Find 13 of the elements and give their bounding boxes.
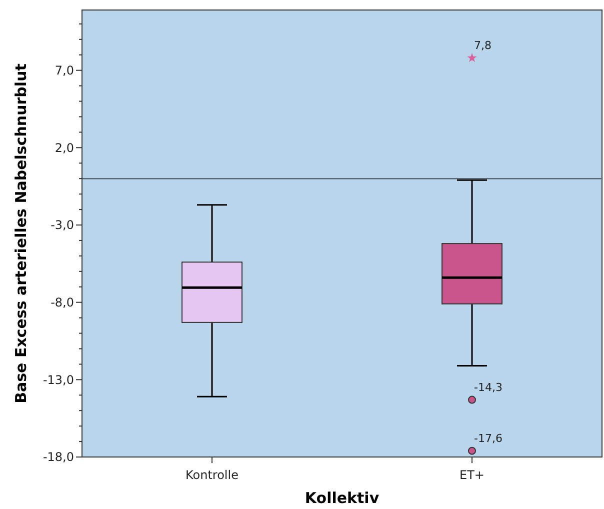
y-tick-label: -13,0 — [42, 372, 74, 387]
annotation: 7,8 — [474, 38, 492, 52]
y-axis-title: Base Excess arterielles Nabelschnurblut — [12, 64, 30, 404]
y-tick-label: -8,0 — [50, 296, 74, 310]
x-axis-title: Kollektiv — [304, 489, 380, 507]
x-tick-label: Kontrolle — [186, 468, 238, 482]
y-tick-label: -18,0 — [42, 450, 74, 464]
x-tick-label: ET+ — [460, 468, 484, 482]
y-tick-label: 2,0 — [54, 140, 74, 155]
annotation: -14,3 — [474, 380, 502, 394]
annotation: -17,6 — [474, 432, 502, 445]
y-tick-label: 7,0 — [54, 64, 74, 78]
y-tick-label: -3,0 — [50, 218, 74, 232]
